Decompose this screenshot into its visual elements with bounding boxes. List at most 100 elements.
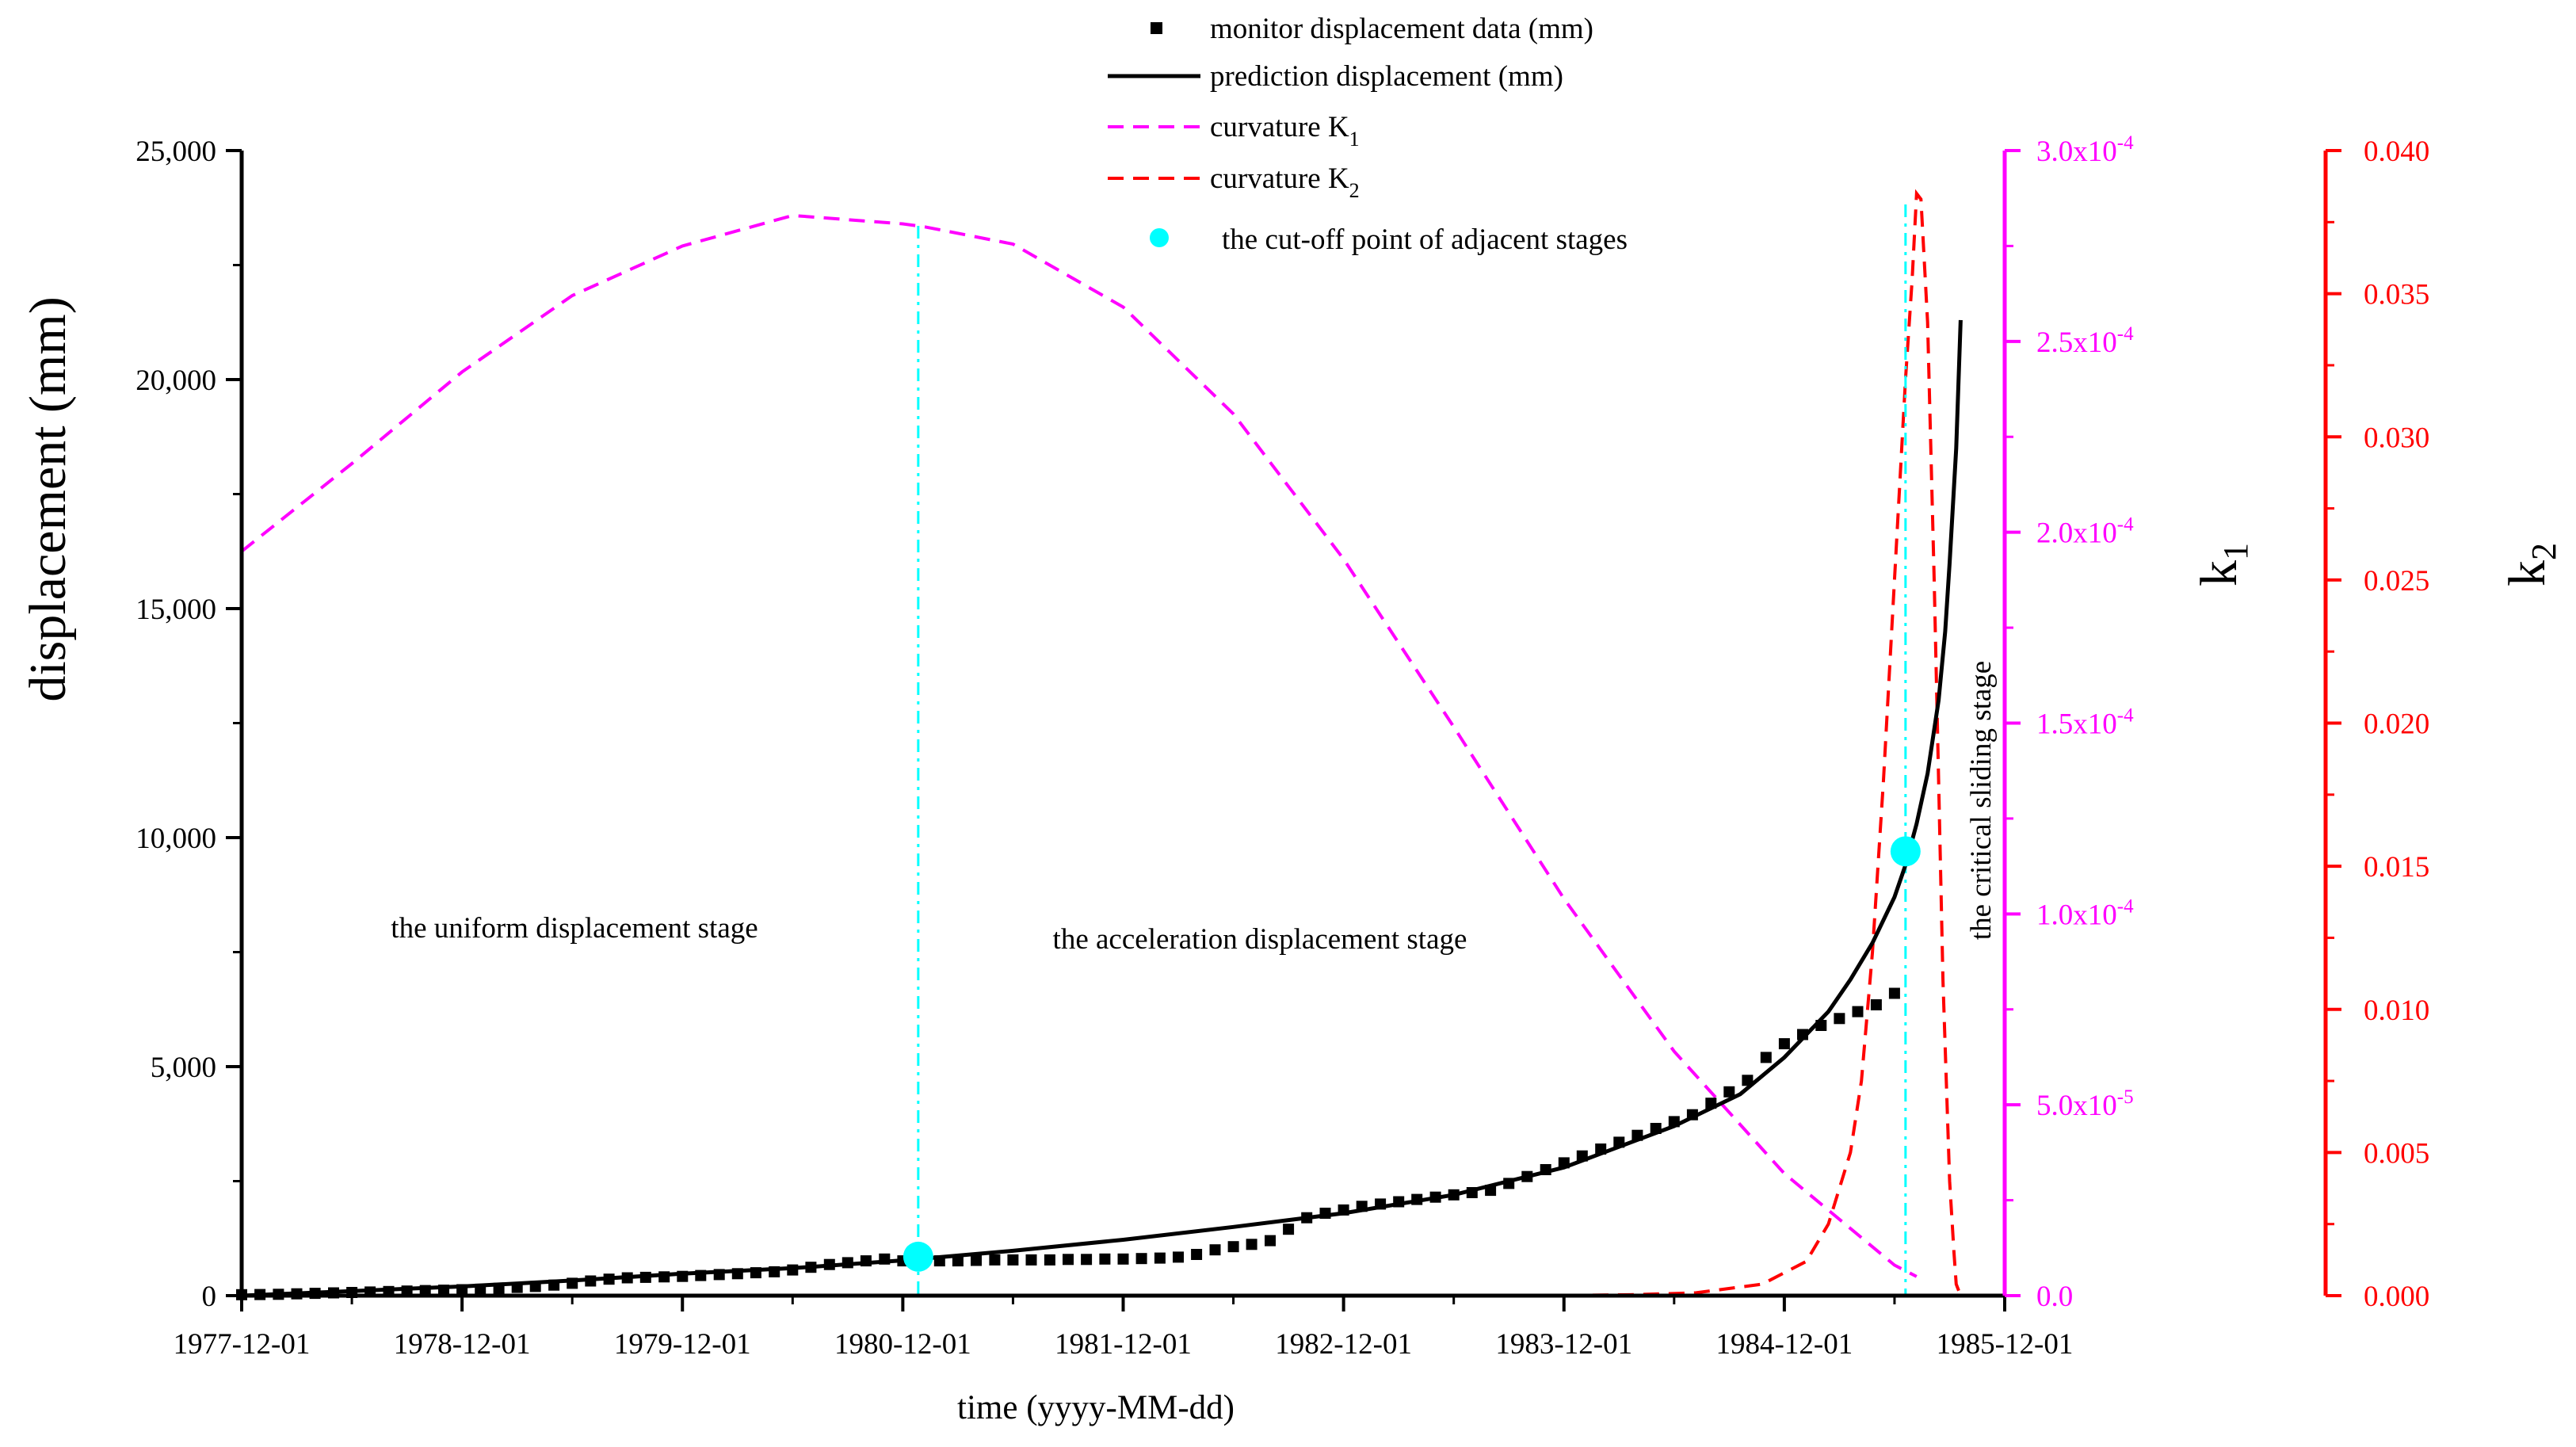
k2-tick-label: 0.040 — [2364, 136, 2429, 168]
k1-tick-exponent: -4 — [2117, 895, 2134, 917]
monitor-point — [1834, 1013, 1845, 1025]
k2-tick-label: 0.005 — [2364, 1137, 2429, 1170]
monitor-point — [1044, 1254, 1055, 1266]
legend-k1-base: curvature K — [1210, 111, 1349, 143]
k2-tick-label: 0.025 — [2364, 565, 2429, 598]
k1-tick-exponent: -5 — [2117, 1086, 2134, 1108]
k1-tick-exponent: -4 — [2117, 514, 2134, 536]
k1-tick-mantissa: 1.5x10 — [2036, 708, 2117, 741]
cutoff-point-1 — [903, 1241, 933, 1272]
monitor-point — [1283, 1224, 1295, 1235]
axes-layer: 0 5,000 10,000 15,000 20,000 25,000 1977-12-01… — [135, 132, 2429, 1361]
k2-tick-label: 0.035 — [2364, 279, 2429, 311]
series-prediction-line — [241, 319, 1963, 1298]
x-tick-label: 1978-12-01 — [394, 1328, 531, 1361]
k1-tick-label: 0.0 — [2036, 1281, 2073, 1313]
legend-marker-cutoff — [1150, 228, 1169, 247]
legend-marker-monitor — [1151, 22, 1162, 34]
x-tick-label: 1977-12-01 — [174, 1328, 311, 1361]
y-tick-label: 20,000 — [135, 365, 216, 397]
stage-label-critical: the critical sliding stage — [1965, 661, 1998, 940]
legend-label-k2: curvature K2 — [1210, 162, 1360, 202]
k1-tick-label: 3.0x10-4 — [2036, 132, 2134, 168]
y-axis-title: displacement (mm) — [19, 296, 77, 701]
k1-tick-label: 2.0x10-4 — [2036, 514, 2134, 550]
k1-axis-title-base: k — [2190, 560, 2248, 586]
x-tick-label: 1980-12-01 — [834, 1328, 971, 1361]
monitor-point — [1227, 1241, 1239, 1253]
k2-axis-title-base: k — [2498, 560, 2556, 586]
k1-tick-label: 2.5x10-4 — [2036, 323, 2134, 359]
y-tick-label: 10,000 — [135, 823, 216, 855]
monitor-point — [1099, 1253, 1111, 1265]
k1-tick-exponent: -4 — [2117, 323, 2134, 345]
monitor-point — [971, 1254, 982, 1266]
cutoff-point-2 — [1890, 836, 1921, 867]
k1-tick-label: 1.5x10-4 — [2036, 705, 2134, 741]
legend-k2-sub: 2 — [1349, 179, 1360, 202]
legend: monitor displacement data (mm) predictio… — [1108, 13, 1628, 256]
monitor-point — [1852, 1006, 1864, 1017]
k1-tick-mantissa: 3.0x10 — [2036, 136, 2117, 168]
monitor-point — [1870, 999, 1882, 1010]
monitor-point — [1025, 1254, 1037, 1266]
legend-label-k1: curvature K1 — [1210, 111, 1360, 151]
monitor-point — [952, 1255, 964, 1267]
monitor-point — [1209, 1244, 1221, 1256]
k1-tick-mantissa: 2.5x10 — [2036, 326, 2117, 359]
k1-tick-mantissa: 1.0x10 — [2036, 899, 2117, 931]
monitor-point — [1742, 1075, 1754, 1086]
monitor-point — [1135, 1253, 1147, 1265]
k2-axis-title: k2 — [2498, 543, 2563, 586]
monitor-point — [1191, 1249, 1203, 1260]
y-tick-label: 5,000 — [151, 1052, 216, 1084]
legend-label-prediction: prediction displacement (mm) — [1210, 60, 1563, 93]
x-tick-label: 1983-12-01 — [1495, 1328, 1632, 1361]
monitor-point — [1007, 1254, 1019, 1266]
y-tick-label: 25,000 — [135, 136, 216, 168]
monitor-point — [1778, 1038, 1790, 1050]
y-tick-label: 0 — [202, 1281, 217, 1313]
k2-tick-label: 0.015 — [2364, 851, 2429, 884]
k1-tick-mantissa: 2.0x10 — [2036, 517, 2117, 550]
monitor-point — [1173, 1251, 1184, 1263]
legend-label-cutoff: the cut-off point of adjacent stages — [1222, 223, 1628, 256]
monitor-point — [989, 1254, 1001, 1266]
x-tick-label: 1982-12-01 — [1275, 1328, 1412, 1361]
monitor-point — [1888, 987, 1900, 999]
k1-axis-title-sub: 1 — [2216, 543, 2255, 560]
k2-tick-label: 0.030 — [2364, 422, 2429, 454]
k2-axis-title-sub: 2 — [2524, 543, 2563, 560]
stage-label-uniform: the uniform displacement stage — [391, 912, 758, 945]
monitor-point — [1154, 1252, 1166, 1264]
legend-k1-sub: 1 — [1349, 128, 1360, 151]
x-tick-label: 1979-12-01 — [614, 1328, 751, 1361]
k2-tick-label: 0.010 — [2364, 995, 2429, 1027]
legend-k2-base: curvature K — [1210, 162, 1349, 195]
monitor-point — [1081, 1254, 1093, 1266]
k1-tick-mantissa: 0.0 — [2036, 1281, 2073, 1313]
monitor-point — [1265, 1235, 1276, 1247]
monitor-point — [1246, 1239, 1257, 1250]
k2-tick-label: 0.020 — [2364, 708, 2429, 741]
k1-tick-exponent: -4 — [2117, 132, 2134, 154]
k1-tick-exponent: -4 — [2117, 705, 2134, 727]
x-axis-title: time (yyyy-MM-dd) — [957, 1389, 1235, 1426]
k2-tick-label: 0.000 — [2364, 1281, 2429, 1313]
x-tick-label: 1981-12-01 — [1055, 1328, 1192, 1361]
x-tick-label: 1985-12-01 — [1937, 1328, 2074, 1361]
series-k2-line — [1541, 189, 1963, 1297]
k1-tick-label: 5.0x10-5 — [2036, 1086, 2134, 1122]
monitor-point — [1117, 1253, 1129, 1265]
monitor-point — [1063, 1254, 1074, 1266]
x-tick-label: 1984-12-01 — [1716, 1328, 1853, 1361]
y-tick-label: 15,000 — [135, 594, 216, 626]
legend-label-monitor: monitor displacement data (mm) — [1210, 13, 1593, 45]
plot-lines-layer — [236, 189, 1963, 1300]
monitor-point — [1723, 1086, 1735, 1098]
series-k1-line — [240, 213, 1918, 1278]
k1-tick-mantissa: 5.0x10 — [2036, 1090, 2117, 1122]
k1-axis-title: k1 — [2190, 543, 2255, 586]
stage-label-acceleration: the acceleration displacement stage — [1053, 923, 1467, 956]
